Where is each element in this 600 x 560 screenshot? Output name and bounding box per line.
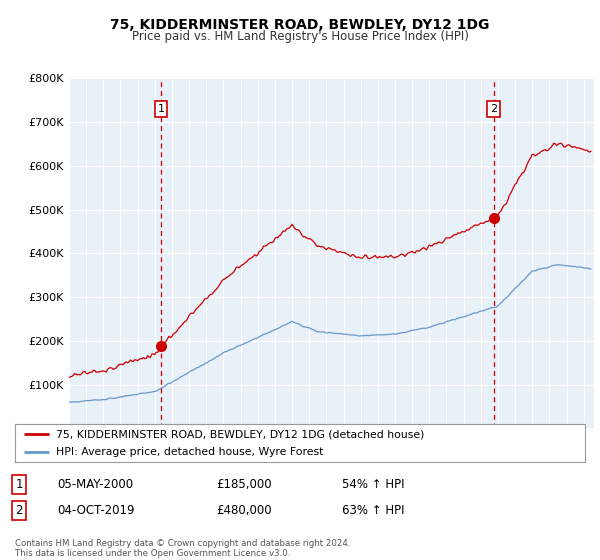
Text: 1: 1 [16,478,23,491]
Text: Contains HM Land Registry data © Crown copyright and database right 2024.: Contains HM Land Registry data © Crown c… [15,539,350,548]
Text: 54% ↑ HPI: 54% ↑ HPI [342,478,404,491]
Text: £480,000: £480,000 [216,504,272,517]
Text: 75, KIDDERMINSTER ROAD, BEWDLEY, DY12 1DG: 75, KIDDERMINSTER ROAD, BEWDLEY, DY12 1D… [110,18,490,32]
Text: 2: 2 [490,104,497,114]
Text: 05-MAY-2000: 05-MAY-2000 [57,478,133,491]
Text: 04-OCT-2019: 04-OCT-2019 [57,504,134,517]
Text: 75, KIDDERMINSTER ROAD, BEWDLEY, DY12 1DG (detached house): 75, KIDDERMINSTER ROAD, BEWDLEY, DY12 1D… [56,429,424,439]
Text: 63% ↑ HPI: 63% ↑ HPI [342,504,404,517]
Text: Price paid vs. HM Land Registry's House Price Index (HPI): Price paid vs. HM Land Registry's House … [131,30,469,43]
Text: 1: 1 [158,104,164,114]
Text: HPI: Average price, detached house, Wyre Forest: HPI: Average price, detached house, Wyre… [56,447,323,458]
Text: This data is licensed under the Open Government Licence v3.0.: This data is licensed under the Open Gov… [15,549,290,558]
Text: £185,000: £185,000 [216,478,272,491]
Text: 2: 2 [16,504,23,517]
